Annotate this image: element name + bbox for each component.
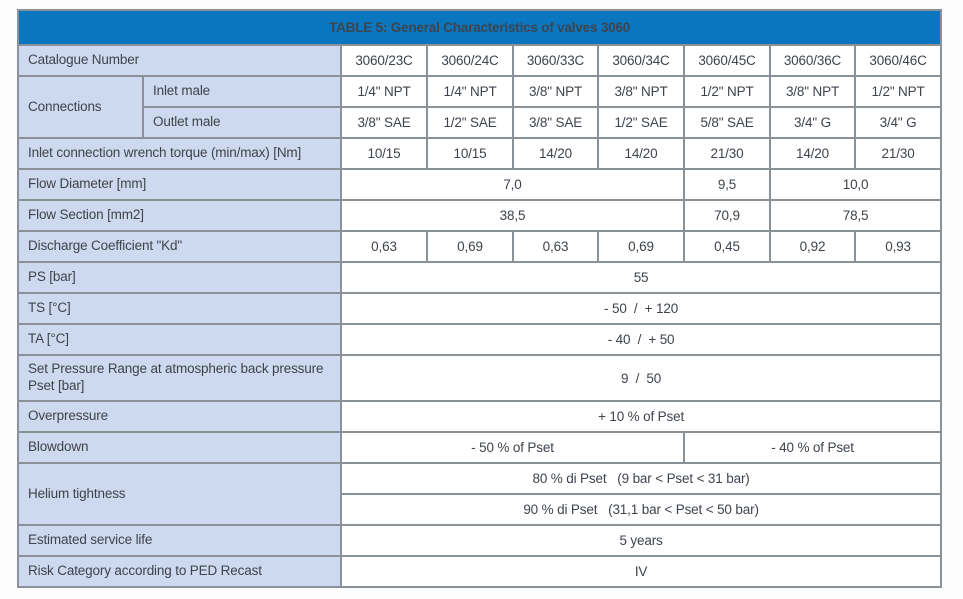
inlet-value: 1/2" NPT [683, 75, 771, 108]
catalogue-value: 3060/36C [769, 44, 856, 77]
table-row-helium-tightness-2: 90 % di Pset (31,1 bar < Pset < 50 bar) [18, 493, 943, 526]
row-label-flow-diameter: Flow Diameter [mm] [17, 168, 342, 201]
torque-value: 14/20 [597, 137, 685, 170]
table-title: TABLE 5: General Characteristics of valv… [16, 9, 943, 46]
table-row-inlet-male: Connections Inlet male 1/4" NPT 1/4" NPT… [17, 75, 943, 139]
table-row-helium-tightness-1: Helium tightness 80 % di Pset (9 bar < P… [17, 462, 943, 526]
catalogue-value: 3060/45C [683, 44, 771, 77]
inlet-value: 3/8" NPT [597, 75, 685, 108]
kd-value: 0,69 [426, 230, 514, 263]
ps-value: 55 [339, 261, 943, 294]
table-row-flow-diameter: Flow Diameter [mm] 7,0 9,5 10,0 [17, 168, 943, 201]
catalogue-value: 3060/46C [853, 44, 943, 77]
inlet-value: 3/8" NPT [512, 75, 599, 108]
ta-value: - 40 / + 50 [339, 323, 943, 356]
inlet-value: 1/4" NPT [340, 75, 428, 108]
kd-value: 0,92 [769, 230, 856, 263]
table-row-catalogue-number: Catalogue Number 3060/23C 3060/24C 3060/… [17, 44, 943, 77]
row-label-set-pressure-range: Set Pressure Range at atmospheric back p… [17, 354, 342, 402]
kd-value: 0,45 [683, 230, 771, 263]
helium-value-high-range: 90 % di Pset (31,1 bar < Pset < 50 bar) [339, 493, 943, 526]
table-row-risk-category: Risk Category according to PED Recast IV [17, 555, 943, 588]
table-row-flow-section: Flow Section [mm2] 38,5 70,9 78,5 [17, 199, 943, 232]
flow-diameter-value: 10,0 [768, 168, 943, 201]
flow-diameter-value: 7,0 [340, 168, 685, 201]
table-row-service-life: Estimated service life 5 years [17, 524, 943, 557]
row-label-service-life: Estimated service life [17, 524, 342, 557]
row-label-ts: TS [°C] [17, 292, 342, 325]
catalogue-value: 3060/24C [426, 44, 514, 77]
risk-category-value: IV [339, 555, 943, 588]
outlet-value: 3/8" SAE [340, 106, 428, 139]
torque-value: 14/20 [512, 137, 599, 170]
row-label-blowdown: Blowdown [17, 431, 342, 464]
row-label-wrench-torque: Inlet connection wrench torque (min/max)… [17, 137, 342, 170]
torque-value: 14/20 [769, 137, 856, 170]
outlet-value: 3/4" G [769, 106, 856, 139]
table-row-ts: TS [°C] - 50 / + 120 [17, 292, 943, 325]
row-label-outlet-male: Outlet male [142, 106, 342, 139]
table-row-wrench-torque: Inlet connection wrench torque (min/max)… [17, 137, 943, 170]
row-label-helium-tightness: Helium tightness [17, 462, 342, 526]
kd-value: 0,63 [512, 230, 599, 263]
row-label-flow-section: Flow Section [mm2] [17, 199, 342, 232]
row-label-connections: Connections [17, 75, 144, 139]
row-label-ps: PS [bar] [17, 261, 342, 294]
outlet-value: 3/8" SAE [512, 106, 599, 139]
flow-section-value: 38,5 [340, 199, 685, 232]
table-row-discharge-coefficient: Discharge Coefficient "Kd" 0,63 0,69 0,6… [17, 230, 943, 263]
table-row-blowdown: Blowdown - 50 % of Pset - 40 % of Pset [17, 431, 943, 464]
outlet-value: 1/2" SAE [426, 106, 514, 139]
catalogue-value: 3060/23C [340, 44, 428, 77]
kd-value: 0,69 [597, 230, 685, 263]
flow-section-value: 70,9 [683, 199, 771, 232]
torque-value: 21/30 [853, 137, 943, 170]
set-pressure-value: 9 / 50 [339, 354, 943, 402]
outlet-value: 3/4" G [853, 106, 943, 139]
outlet-value: 1/2" SAE [597, 106, 685, 139]
flow-section-value: 78,5 [768, 199, 943, 232]
inlet-value: 1/4" NPT [426, 75, 514, 108]
catalogue-value: 3060/34C [597, 44, 685, 77]
flow-diameter-value: 9,5 [683, 168, 771, 201]
catalogue-value: 3060/33C [512, 44, 599, 77]
overpressure-value: + 10 % of Pset [339, 400, 943, 433]
torque-value: 10/15 [340, 137, 428, 170]
kd-value: 0,63 [340, 230, 428, 263]
outlet-value: 5/8" SAE [683, 106, 771, 139]
blowdown-value-right: - 40 % of Pset [682, 431, 943, 464]
inlet-value: 1/2" NPT [853, 75, 943, 108]
ts-value: - 50 / + 120 [339, 292, 943, 325]
inlet-value: 3/8" NPT [769, 75, 856, 108]
torque-value: 21/30 [683, 137, 771, 170]
torque-value: 10/15 [426, 137, 514, 170]
kd-value: 0,93 [853, 230, 943, 263]
row-label-overpressure: Overpressure [17, 400, 342, 433]
row-label-catalogue-number: Catalogue Number [17, 44, 342, 77]
valve-characteristics-table: TABLE 5: General Characteristics of valv… [16, 9, 943, 588]
table-row-ps: PS [bar] 55 [17, 261, 943, 294]
service-life-value: 5 years [339, 524, 943, 557]
row-label-risk-category: Risk Category according to PED Recast [17, 555, 342, 588]
table-row-overpressure: Overpressure + 10 % of Pset [17, 400, 943, 433]
blowdown-value-left: - 50 % of Pset [340, 431, 685, 464]
table-row-outlet-male: Outlet male 3/8" SAE 1/2" SAE 3/8" SAE 1… [18, 106, 943, 139]
row-label-discharge-coefficient: Discharge Coefficient "Kd" [17, 230, 342, 263]
helium-value-low-range: 80 % di Pset (9 bar < Pset < 31 bar) [339, 462, 943, 495]
row-label-inlet-male: Inlet male [142, 75, 342, 108]
table-row-ta: TA [°C] - 40 / + 50 [17, 323, 943, 356]
row-label-ta: TA [°C] [17, 323, 342, 356]
table-row-set-pressure-range: Set Pressure Range at atmospheric back p… [17, 354, 943, 402]
